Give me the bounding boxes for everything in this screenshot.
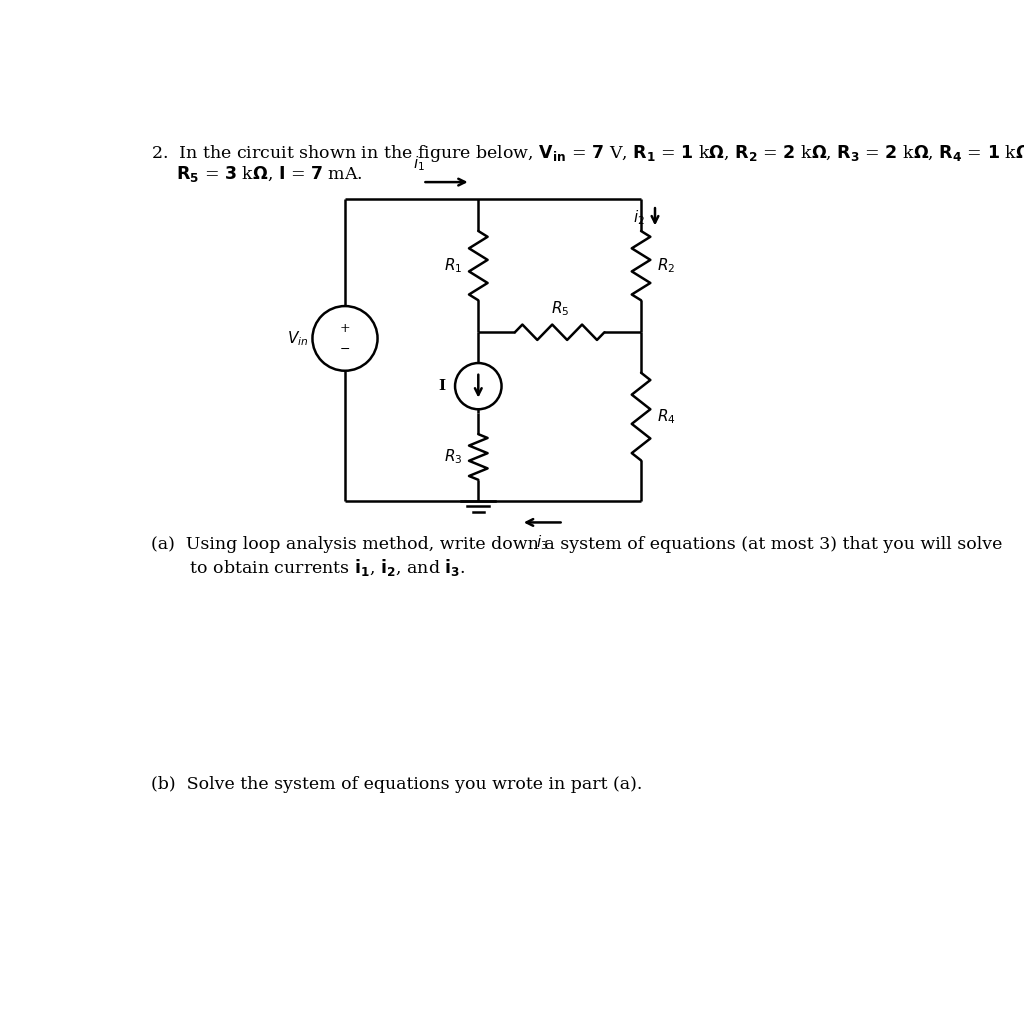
Text: (b)  Solve the system of equations you wrote in part (a).: (b) Solve the system of equations you wr… bbox=[152, 776, 643, 793]
Text: to obtain currents $\mathbf{i_1}$, $\mathbf{i_2}$, and $\mathbf{i_3}$.: to obtain currents $\mathbf{i_1}$, $\mat… bbox=[152, 557, 466, 578]
Text: $R_1$: $R_1$ bbox=[444, 256, 463, 275]
Text: I: I bbox=[438, 379, 445, 394]
Text: −: − bbox=[340, 343, 350, 356]
Text: $i_3$: $i_3$ bbox=[536, 533, 548, 552]
Text: $R_5$: $R_5$ bbox=[551, 300, 569, 318]
Text: $i_1$: $i_1$ bbox=[414, 155, 425, 173]
Text: 2.  In the circuit shown in the figure below, $\mathbf{V_\mathbf{in}}$ = $\mathb: 2. In the circuit shown in the figure be… bbox=[152, 142, 1024, 164]
Text: (a)  Using loop analysis method, write down a system of equations (at most 3) th: (a) Using loop analysis method, write do… bbox=[152, 536, 1002, 552]
Text: +: + bbox=[340, 322, 350, 336]
Text: $i_2$: $i_2$ bbox=[633, 208, 645, 227]
Text: $R_3$: $R_3$ bbox=[444, 447, 463, 467]
Text: $R_4$: $R_4$ bbox=[656, 407, 675, 426]
Text: $R_2$: $R_2$ bbox=[656, 256, 675, 275]
Text: $V_{in}$: $V_{in}$ bbox=[287, 330, 308, 348]
Text: $\mathbf{R_5}$ = $\mathbf{3}$ k$\mathbf{\Omega}$, $\mathbf{I}$ = $\mathbf{7}$ mA: $\mathbf{R_5}$ = $\mathbf{3}$ k$\mathbf{… bbox=[176, 165, 362, 184]
